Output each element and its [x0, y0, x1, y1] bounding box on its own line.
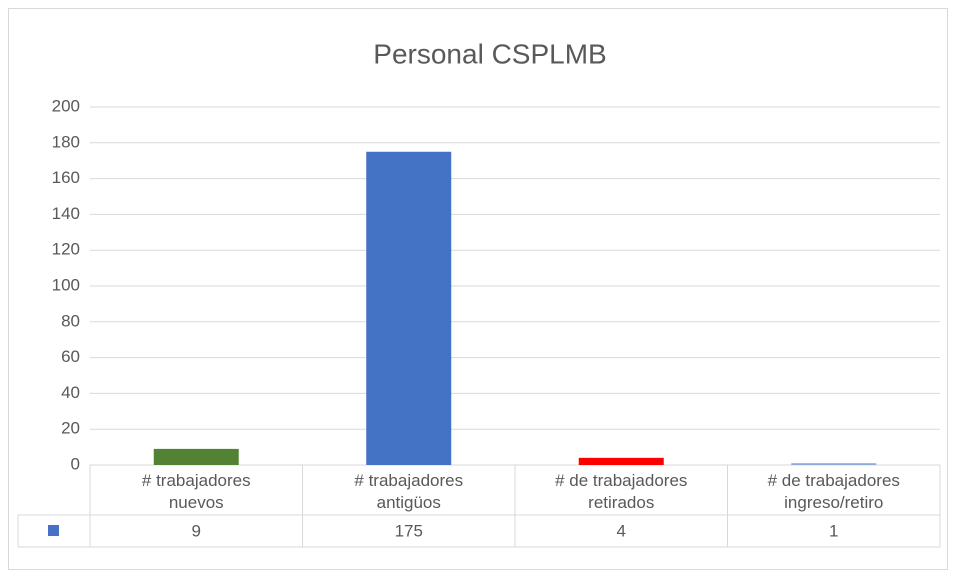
- legend-key: [48, 525, 59, 536]
- y-tick-label: 140: [52, 204, 80, 223]
- x-tick-label: # trabajadores nuevos: [141, 471, 251, 512]
- y-tick-label: 160: [52, 168, 80, 187]
- y-tick-label: 120: [52, 240, 80, 259]
- bar: [578, 457, 664, 465]
- chart-title: Personal CSPLMB: [373, 38, 606, 69]
- x-tick-label: # de trabajadores retirados: [555, 471, 688, 512]
- y-tick-label: 60: [61, 347, 80, 366]
- bar: [791, 463, 877, 465]
- y-tick-label: 200: [52, 96, 80, 115]
- table-value: 175: [395, 521, 423, 540]
- table-value: 4: [617, 521, 626, 540]
- table-value: 1: [829, 521, 838, 540]
- y-tick-label: 100: [52, 275, 80, 294]
- y-tick-label: 180: [52, 132, 80, 151]
- y-tick-label: 0: [71, 454, 80, 473]
- bar: [366, 151, 452, 465]
- bar: [153, 448, 239, 465]
- y-tick-label: 20: [61, 419, 80, 438]
- y-tick-label: 40: [61, 383, 80, 402]
- x-tick-label: # trabajadores antigüos: [354, 471, 464, 512]
- table-value: 9: [192, 521, 201, 540]
- x-tick-label: # de trabajadores ingreso/retiro: [767, 471, 900, 512]
- chart-frame: [8, 8, 948, 570]
- y-tick-label: 80: [61, 311, 80, 330]
